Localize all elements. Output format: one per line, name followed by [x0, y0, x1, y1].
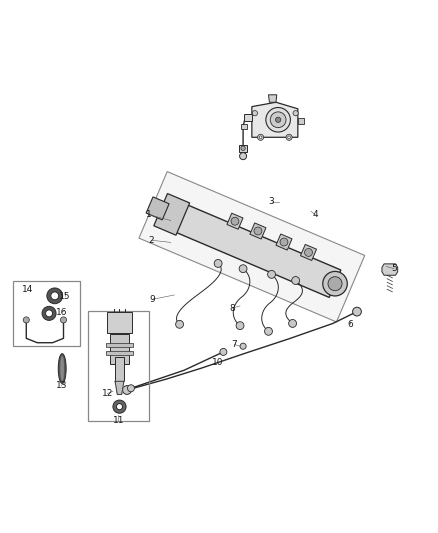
- Circle shape: [117, 403, 123, 410]
- Polygon shape: [227, 213, 243, 229]
- Polygon shape: [176, 205, 341, 297]
- Polygon shape: [298, 118, 304, 124]
- Circle shape: [214, 260, 222, 268]
- Polygon shape: [268, 95, 277, 102]
- Circle shape: [328, 277, 342, 290]
- Text: 7: 7: [231, 340, 237, 349]
- Bar: [13, 280, 80, 346]
- Polygon shape: [276, 234, 292, 250]
- Circle shape: [236, 322, 244, 329]
- Polygon shape: [115, 381, 124, 394]
- Circle shape: [60, 317, 67, 323]
- Text: 4: 4: [313, 211, 318, 219]
- Text: 14: 14: [21, 285, 33, 294]
- Circle shape: [47, 288, 63, 304]
- Circle shape: [240, 343, 246, 349]
- Bar: [107, 312, 132, 333]
- Circle shape: [231, 217, 239, 225]
- Circle shape: [293, 110, 298, 116]
- Bar: [115, 357, 124, 381]
- Circle shape: [323, 271, 347, 296]
- Circle shape: [127, 385, 134, 392]
- Polygon shape: [154, 193, 190, 235]
- Circle shape: [266, 108, 290, 132]
- Text: 15: 15: [59, 292, 71, 301]
- Circle shape: [276, 117, 281, 123]
- Ellipse shape: [58, 354, 66, 383]
- Text: 8: 8: [229, 304, 235, 313]
- Circle shape: [42, 306, 56, 320]
- Text: 2: 2: [148, 236, 154, 245]
- Circle shape: [46, 310, 53, 317]
- Circle shape: [252, 110, 258, 116]
- Ellipse shape: [60, 356, 64, 381]
- Text: 6: 6: [347, 320, 353, 329]
- Bar: [106, 343, 133, 347]
- Text: 16: 16: [56, 308, 67, 317]
- Text: 1: 1: [146, 211, 152, 219]
- Circle shape: [288, 136, 290, 139]
- Circle shape: [23, 317, 29, 323]
- Circle shape: [286, 134, 292, 140]
- Circle shape: [270, 112, 286, 128]
- Circle shape: [254, 227, 262, 235]
- Circle shape: [280, 238, 288, 246]
- Bar: [106, 351, 133, 355]
- Text: 13: 13: [56, 381, 67, 390]
- Circle shape: [304, 248, 312, 256]
- Bar: [110, 334, 129, 364]
- Text: 5: 5: [391, 264, 397, 273]
- Circle shape: [289, 319, 297, 327]
- Circle shape: [176, 320, 184, 328]
- Circle shape: [292, 277, 300, 285]
- Polygon shape: [382, 264, 398, 275]
- Bar: [88, 311, 149, 421]
- Circle shape: [113, 400, 126, 413]
- Circle shape: [51, 292, 59, 300]
- Circle shape: [265, 327, 272, 335]
- Circle shape: [259, 136, 262, 139]
- Text: 9: 9: [149, 295, 155, 304]
- Circle shape: [239, 265, 247, 273]
- Text: 3: 3: [268, 197, 275, 206]
- Text: 10: 10: [212, 358, 224, 367]
- Text: 12: 12: [102, 389, 113, 398]
- Polygon shape: [252, 102, 298, 138]
- Bar: [239, 145, 247, 152]
- Circle shape: [220, 349, 227, 356]
- Polygon shape: [244, 114, 252, 121]
- Polygon shape: [146, 197, 169, 220]
- Polygon shape: [139, 172, 365, 322]
- Circle shape: [123, 386, 131, 394]
- Circle shape: [258, 134, 264, 140]
- Circle shape: [268, 270, 276, 278]
- Bar: [241, 124, 247, 129]
- Polygon shape: [250, 223, 266, 239]
- Circle shape: [241, 146, 245, 150]
- Polygon shape: [300, 245, 317, 261]
- Circle shape: [240, 152, 247, 159]
- Text: 11: 11: [113, 416, 124, 425]
- Circle shape: [353, 307, 361, 316]
